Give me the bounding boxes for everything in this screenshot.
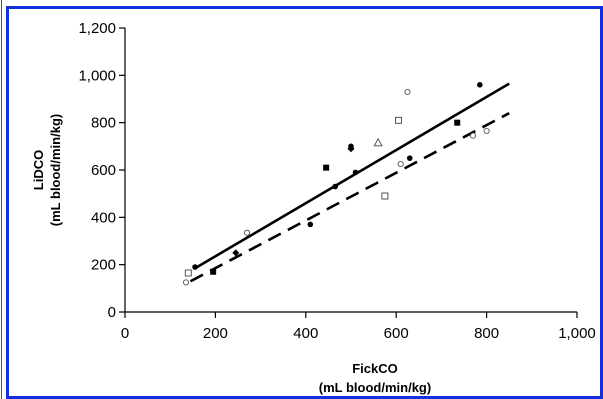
point-open-circle: [397, 161, 404, 168]
point-open-circle: [469, 132, 477, 139]
point-open-triangle: [373, 137, 383, 147]
solid-regression-line: [194, 82, 510, 270]
y-tick-label: 1,000: [78, 67, 116, 84]
y-tick-label: 200: [91, 257, 116, 274]
point-filled-square: [454, 119, 461, 126]
point-filled-square: [323, 164, 330, 171]
point-filled-circle: [332, 183, 338, 190]
y-tick-label: 600: [91, 162, 116, 179]
point-filled-diamond: [347, 145, 355, 153]
point-filled-circle: [192, 264, 198, 270]
x-axis-unit: (mL blood/min/kg): [319, 380, 431, 395]
point-filled-circle: [477, 82, 483, 88]
axis-labels: 0 200 400 600 800 1,000 1,200 0 200 400 600 800 1,00…: [31, 20, 596, 395]
regression-lines: [189, 82, 510, 283]
y-tick-label: 1,200: [78, 20, 116, 37]
point-open-circle: [182, 279, 190, 286]
point-open-circle: [483, 127, 490, 134]
y-tick-label: 800: [91, 115, 116, 132]
x-tick-label: 800: [474, 325, 499, 342]
point-filled-diamond: [232, 249, 240, 257]
x-tick-label: 600: [384, 325, 409, 342]
y-tick-label: 0: [108, 304, 116, 321]
left-edge-line: [1, 0, 2, 399]
point-filled-square: [210, 268, 217, 275]
point-open-square: [184, 269, 192, 277]
x-tick-label: 1,000: [558, 325, 596, 342]
point-filled-circle: [307, 221, 314, 228]
x-tick-label: 200: [203, 325, 228, 342]
point-open-square: [381, 192, 389, 200]
point-open-circle: [243, 229, 251, 236]
dashed-regression-line: [189, 112, 510, 283]
data-points: [182, 82, 490, 286]
x-tick-label: 400: [293, 325, 318, 342]
point-filled-circle: [352, 169, 359, 176]
y-tick-label: 400: [91, 209, 116, 226]
x-tick-label: 0: [121, 325, 129, 342]
y-axis-unit: (mL blood/min/kg): [48, 114, 63, 226]
point-filled-circle: [406, 155, 413, 161]
point-open-square: [395, 116, 402, 124]
axes: [119, 27, 578, 318]
x-axis-title: FickCO: [352, 361, 398, 376]
point-open-circle: [404, 88, 411, 95]
y-axis-title: LiDCO: [31, 150, 46, 190]
